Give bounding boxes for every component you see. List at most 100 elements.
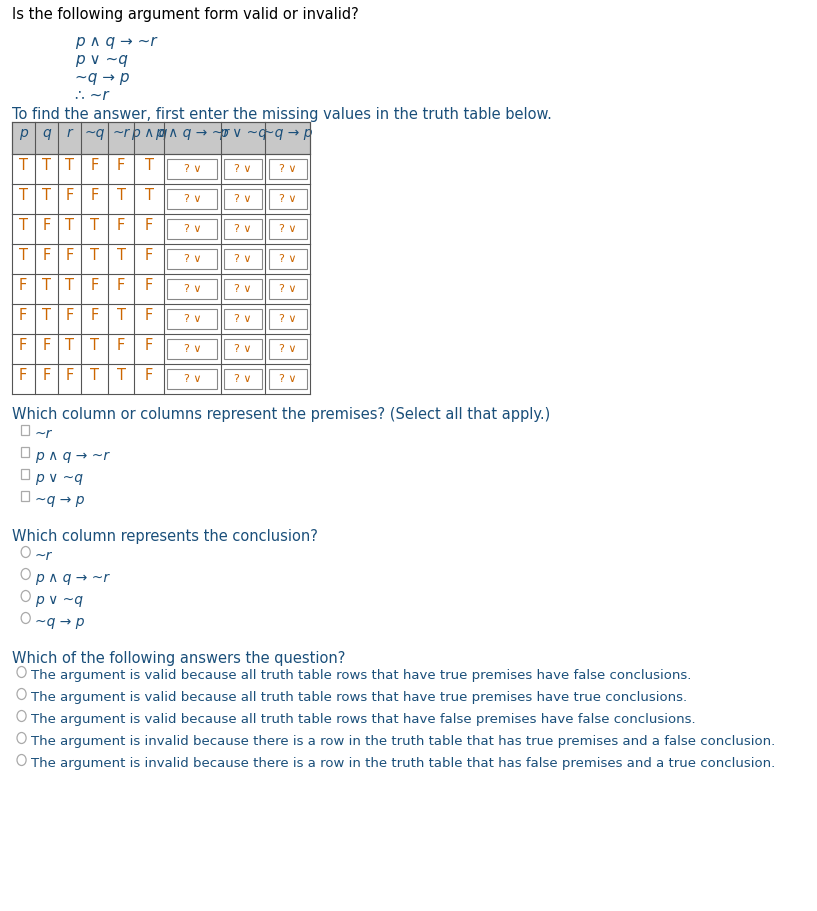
Text: ~q → p: ~q → p xyxy=(35,493,84,507)
Text: F: F xyxy=(145,247,154,262)
Text: ? ∨: ? ∨ xyxy=(184,283,201,293)
Text: F: F xyxy=(19,277,27,292)
Text: F: F xyxy=(117,158,125,172)
Bar xyxy=(167,370,217,390)
Text: F: F xyxy=(65,247,74,262)
Text: ~q: ~q xyxy=(84,126,105,140)
Text: T: T xyxy=(19,247,28,262)
Text: ? ∨: ? ∨ xyxy=(234,164,252,174)
Text: F: F xyxy=(117,337,125,353)
Text: ? ∨: ? ∨ xyxy=(279,164,297,174)
Text: T: T xyxy=(145,158,154,172)
Bar xyxy=(269,310,306,330)
Text: ? ∨: ? ∨ xyxy=(184,254,201,263)
Bar xyxy=(224,159,262,179)
Bar xyxy=(224,189,262,210)
Bar xyxy=(167,280,217,300)
Text: F: F xyxy=(42,217,51,232)
Text: ? ∨: ? ∨ xyxy=(184,194,201,204)
Text: r: r xyxy=(67,126,73,140)
Bar xyxy=(11,364,310,394)
Text: ~q → p: ~q → p xyxy=(74,70,129,85)
Bar xyxy=(269,370,306,390)
Bar xyxy=(269,340,306,360)
Text: T: T xyxy=(19,188,28,202)
Text: T: T xyxy=(117,247,126,262)
Text: F: F xyxy=(91,188,99,202)
Bar xyxy=(224,370,262,390)
Text: p ∨ ~q: p ∨ ~q xyxy=(35,470,83,485)
Text: ? ∨: ? ∨ xyxy=(234,224,252,234)
Bar xyxy=(167,340,217,360)
Text: ? ∨: ? ∨ xyxy=(279,374,297,384)
Text: T: T xyxy=(145,188,154,202)
Text: F: F xyxy=(145,307,154,322)
Text: F: F xyxy=(42,367,51,382)
Text: ? ∨: ? ∨ xyxy=(234,194,252,204)
Text: F: F xyxy=(117,217,125,232)
Bar xyxy=(167,189,217,210)
Text: ~q → p: ~q → p xyxy=(35,614,84,629)
Text: ? ∨: ? ∨ xyxy=(184,164,201,174)
Bar xyxy=(269,159,306,179)
Bar xyxy=(11,334,310,364)
Text: To find the answer, first enter the missing values in the truth table below.: To find the answer, first enter the miss… xyxy=(11,107,551,122)
Text: T: T xyxy=(19,158,28,172)
Text: F: F xyxy=(42,247,51,262)
Bar xyxy=(167,220,217,240)
Text: ? ∨: ? ∨ xyxy=(279,194,297,204)
Bar xyxy=(20,447,29,457)
Text: The argument is valid because all truth table rows that have false premises have: The argument is valid because all truth … xyxy=(31,712,695,725)
Text: T: T xyxy=(65,158,74,172)
Text: ~q → p: ~q → p xyxy=(263,126,312,140)
Text: ~r: ~r xyxy=(35,548,52,562)
Bar xyxy=(20,491,29,501)
Text: F: F xyxy=(65,307,74,322)
Text: F: F xyxy=(145,277,154,292)
Text: ? ∨: ? ∨ xyxy=(234,343,252,353)
Bar xyxy=(224,220,262,240)
Text: Which of the following answers the question?: Which of the following answers the quest… xyxy=(11,650,345,665)
Text: ? ∨: ? ∨ xyxy=(279,224,297,234)
Text: ? ∨: ? ∨ xyxy=(234,313,252,323)
Text: p ∧ q → ~r: p ∧ q → ~r xyxy=(35,570,109,584)
Text: T: T xyxy=(42,188,51,202)
Text: ~r: ~r xyxy=(113,126,130,140)
Text: ? ∨: ? ∨ xyxy=(234,283,252,293)
Text: T: T xyxy=(42,307,51,322)
Text: F: F xyxy=(117,277,125,292)
Text: ? ∨: ? ∨ xyxy=(184,313,201,323)
Text: ? ∨: ? ∨ xyxy=(279,254,297,263)
Bar xyxy=(167,310,217,330)
Bar xyxy=(269,250,306,270)
Text: F: F xyxy=(91,277,99,292)
Text: ? ∨: ? ∨ xyxy=(279,343,297,353)
Text: F: F xyxy=(91,307,99,322)
Text: T: T xyxy=(65,217,74,232)
Text: T: T xyxy=(117,307,126,322)
Bar xyxy=(11,215,310,245)
Text: F: F xyxy=(145,367,154,382)
Text: The argument is invalid because there is a row in the truth table that has true : The argument is invalid because there is… xyxy=(31,734,775,747)
Text: p ∨ ~q: p ∨ ~q xyxy=(35,592,83,607)
Text: F: F xyxy=(19,337,27,353)
Bar xyxy=(224,310,262,330)
Text: T: T xyxy=(65,337,74,353)
Text: p ∧ q → ~r: p ∧ q → ~r xyxy=(35,448,109,463)
Text: p ∧ q: p ∧ q xyxy=(131,126,167,140)
Text: ? ∨: ? ∨ xyxy=(184,374,201,384)
Bar xyxy=(224,250,262,270)
Text: T: T xyxy=(42,277,51,292)
Text: ? ∨: ? ∨ xyxy=(234,254,252,263)
Text: Which column represents the conclusion?: Which column represents the conclusion? xyxy=(11,528,318,543)
Text: T: T xyxy=(42,158,51,172)
Text: T: T xyxy=(90,247,99,262)
Text: Is the following argument form valid or invalid?: Is the following argument form valid or … xyxy=(11,7,359,22)
Bar xyxy=(20,425,29,435)
Text: p: p xyxy=(19,126,28,140)
Text: F: F xyxy=(91,158,99,172)
Bar xyxy=(269,280,306,300)
Text: F: F xyxy=(145,337,154,353)
Text: The argument is invalid because there is a row in the truth table that has false: The argument is invalid because there is… xyxy=(31,756,775,769)
Text: p ∨ ~q: p ∨ ~q xyxy=(74,52,127,67)
